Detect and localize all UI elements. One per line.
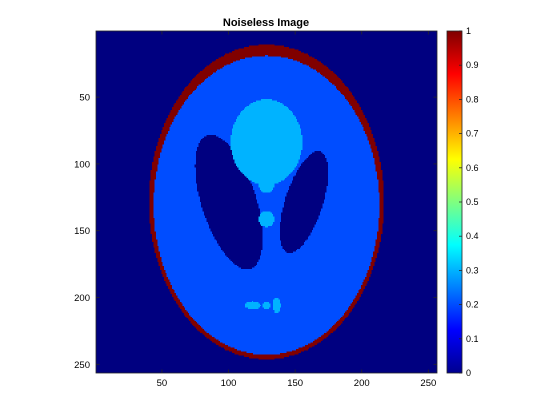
- x-tick-label: 250: [420, 378, 436, 389]
- y-tick-label: 200: [74, 293, 90, 304]
- y-tick-label: 50: [79, 93, 90, 104]
- axes-frame: [95, 30, 438, 374]
- colorbar-tick-label: 0.9: [466, 60, 479, 70]
- x-tick-label: 50: [157, 378, 168, 389]
- colorbar-tick-label: 0.1: [466, 334, 479, 344]
- colorbar-tick-label: 0.7: [466, 129, 479, 139]
- image-axes: 50 100 150 200 250 50 100 150 200 250: [74, 30, 438, 389]
- colorbar-tick-label: 1: [466, 26, 471, 36]
- y-tick-label: 100: [74, 159, 90, 170]
- colorbar-tick-label: 0.4: [466, 231, 479, 241]
- colorbar-tick-label: 0.6: [466, 163, 479, 173]
- y-tick-label: 150: [74, 226, 90, 237]
- colorbar-tick-label: 0.5: [466, 197, 479, 207]
- colorbar-tick-label: 0.2: [466, 300, 479, 310]
- chart-title: Noiseless Image: [223, 17, 309, 29]
- colorbar-ticks: 0 0.1 0.2 0.3 0.4 0.5 0.6 0.7 0.8 0.9 1: [459, 26, 479, 378]
- x-tick-label: 150: [287, 378, 303, 389]
- x-axis: 50 100 150 200 250: [157, 31, 436, 389]
- y-axis: 50 100 150 200 250: [74, 93, 437, 371]
- colorbar-tick-label: 0: [466, 368, 471, 378]
- y-tick-label: 250: [74, 360, 90, 371]
- colorbar-tick-label: 0.8: [466, 94, 479, 104]
- x-tick-label: 100: [221, 378, 237, 389]
- colorbar-tick-label: 0.3: [466, 265, 479, 275]
- x-tick-label: 200: [354, 378, 370, 389]
- image-area: [96, 31, 437, 373]
- colorbar: 0 0.1 0.2 0.3 0.4 0.5 0.6 0.7 0.8 0.9 1: [446, 26, 479, 378]
